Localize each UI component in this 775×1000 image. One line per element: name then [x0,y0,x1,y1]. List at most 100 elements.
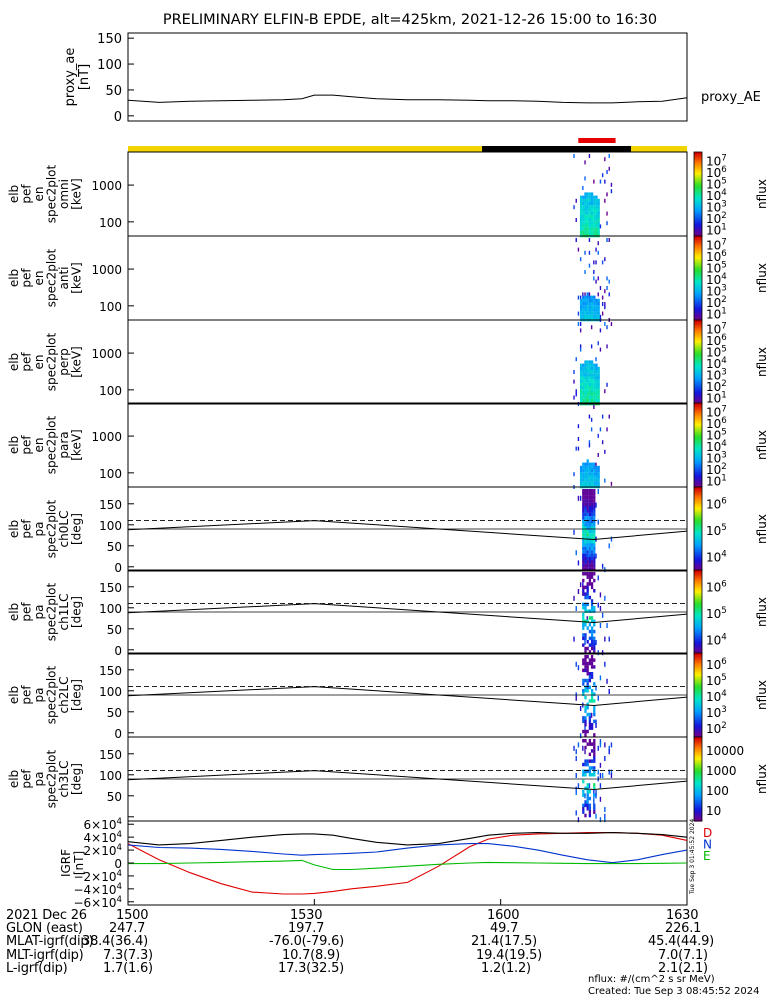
spectrogram-cell [595,462,597,467]
spectrogram-cell [595,373,598,377]
spectrogram-cell [601,260,604,265]
spectrogram-cell [579,469,583,473]
colorbar-tick-label: 105 [706,345,727,360]
pitch-angle-cell [588,536,592,541]
spectrogram-cell [590,395,594,399]
pitch-angle-cell [593,773,596,777]
pitch-angle-cell [590,675,594,679]
spectrogram-cell [575,389,577,394]
pitch-angle-cell [590,643,594,647]
spectrogram-cell [579,308,583,312]
pitch-angle-cell [584,749,586,755]
colorbar-tick-label: 104 [706,633,727,648]
spectrogram-cell [584,227,587,231]
colorbar-cell [694,457,702,461]
pitch-angle-cell [584,519,587,524]
colorbar-cell [694,645,702,649]
pitch-angle-cell [582,519,585,524]
spectrogram-cell [582,376,585,380]
spectrogram-cell [590,308,594,312]
colorbar-cell [694,417,702,421]
colorbar-cell [694,246,702,250]
spectrogram-cell [595,392,598,396]
pitch-angle-cell [586,557,589,561]
spectrogram-cell [599,286,602,290]
spectrogram-cell [595,302,598,306]
spectrogram-cell [584,221,587,225]
pitch-angle-cell [584,706,587,710]
spectrogram-cell [573,154,575,158]
spectrogram-cell [590,211,594,215]
spectrogram-cell [606,276,608,281]
spectrogram-cell [584,195,587,199]
igrf-legend-label: N [703,838,712,852]
colorbar-cell [694,343,702,346]
spectrogram-cell [579,382,583,387]
spectrogram-cell [595,305,598,309]
colorbar-tick-label: 106 [706,579,727,594]
spectrogram-cell [588,218,592,222]
spectrogram-cell [584,192,587,196]
spectrogram-cell [584,305,587,309]
orbit-row-value: -76.0(-79.6) [269,934,345,950]
pitch-angle-cell [590,567,594,571]
colorbar-cell [694,415,702,419]
spectrogram-cell [582,295,585,299]
pitch-angle-cell [582,689,585,693]
colorbar-cell [694,541,702,545]
pitch-angle-cell [584,557,587,561]
pitch-angle-cell [590,602,594,607]
colorbar-cell [694,745,702,749]
spectrogram-cell [579,386,583,390]
pitch-angle-cell [588,769,592,774]
pitch-angle-cell [582,557,585,561]
spectrogram-cell [588,211,592,215]
colorbar-cell [694,663,702,667]
spectrogram-cell [590,472,594,476]
pitch-angle-cell [593,646,596,651]
spectrogram-cell [588,202,592,206]
pitch-angle-cell [582,793,585,797]
pitch-angle-cell [610,769,613,775]
y-tick-label: 4×104 [84,830,122,845]
spectrogram-cell [588,154,591,158]
spectrogram-cell [584,370,587,374]
spectrogram-cell [590,370,594,374]
pitch-angle-cell [593,619,596,624]
pitch-angle-cell [573,595,575,601]
pitch-angle-cell [590,606,594,610]
y-axis-label: omni [57,179,71,209]
colorbar-cell [694,588,702,592]
pitch-angle-cell [588,766,592,770]
orbit-row-label: 2021 Dec 26 [6,908,87,923]
colorbar-tick-label: 103 [706,450,727,465]
pitch-angle-cell [601,773,604,778]
y-axis-label: [keV] [70,346,84,377]
spectrogram-cell [588,370,592,374]
pitch-angle-cell [584,502,587,507]
pitch-angle-cell [586,672,589,676]
spectrogram-cell [588,221,592,225]
pitch-angle-cell [599,742,602,748]
pitch-angle-cell [584,567,587,571]
colorbar-cell [694,305,702,308]
pitch-angle-cell [582,729,585,734]
spectrogram-cell [593,214,596,219]
side-note: Tue Sep 3 01:45:52 2024 [689,819,696,895]
y-axis-label: pef [20,352,34,372]
y-tick-label: −4×104 [73,882,122,897]
spectrogram-cell [586,481,589,486]
colorbar-cell [694,380,702,384]
pitch-angle-cell [586,609,589,613]
spectrogram-cell [593,314,596,319]
pitch-angle-cell [588,553,592,558]
colorbar-cell [694,520,702,524]
pitch-angle-cell [588,643,592,647]
spectrogram-cell [597,433,599,438]
y-tick-label: 1000 [91,179,122,193]
pitch-angle-cell [582,643,585,647]
colorbar-cell [694,328,702,332]
colorbar-cell [694,779,702,782]
colorbar-cell [694,726,702,730]
orbit-row-glon: GLON (east) 247.7 197.7 49.7 226.1 [6,922,706,935]
